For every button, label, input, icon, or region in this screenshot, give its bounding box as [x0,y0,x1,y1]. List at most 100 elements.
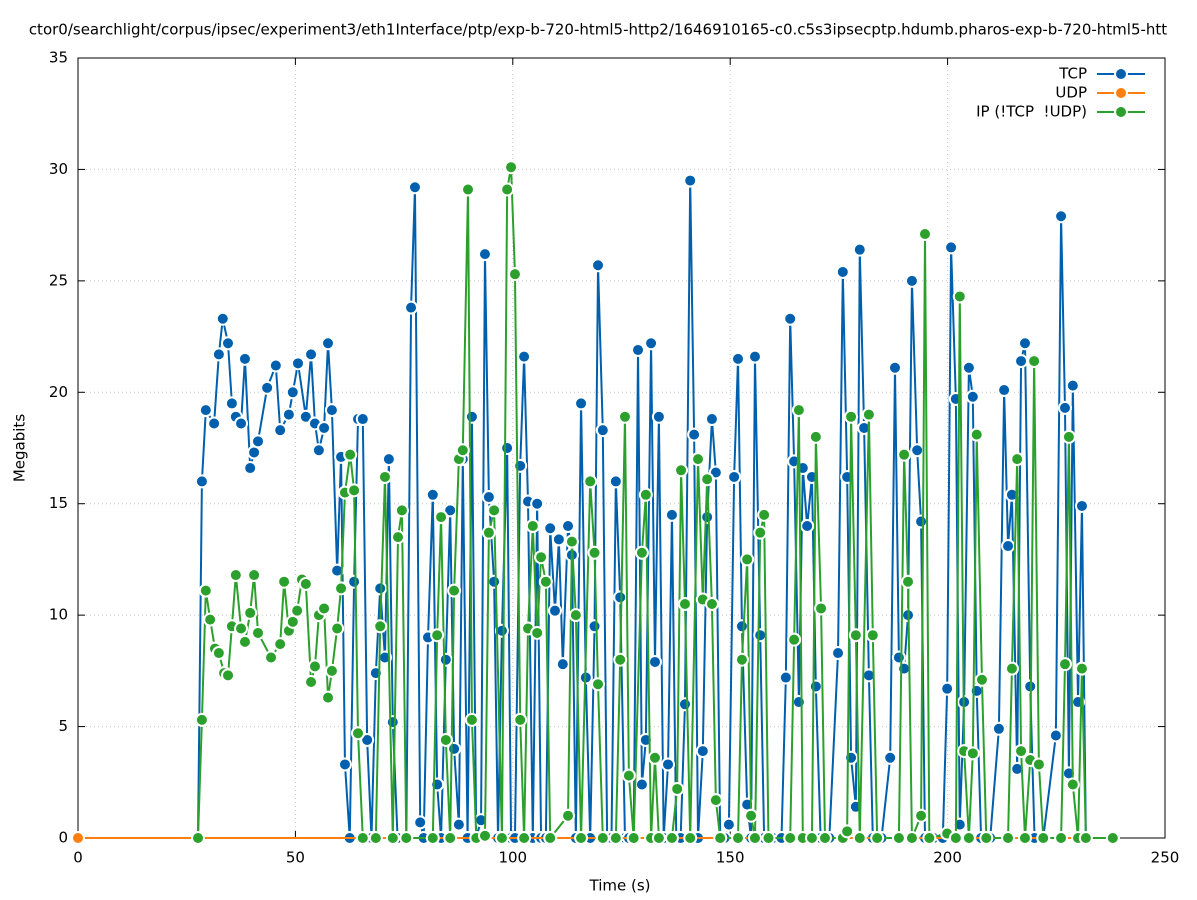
data-point [1074,661,1089,676]
data-point [443,831,458,845]
data-point [617,409,632,424]
data-point [778,670,793,685]
data-point [634,545,649,560]
data-point [343,447,358,462]
data-point [940,681,955,696]
data-point [848,628,863,643]
data-point [1105,831,1120,845]
data-point [1031,757,1046,772]
data-point [1061,429,1076,444]
data-point [808,429,823,444]
data-point [974,672,989,687]
data-point [835,264,850,279]
data-point [1017,336,1032,351]
data-point [591,258,606,273]
data-point [228,568,243,583]
data-point [194,712,209,727]
data-point [887,360,902,375]
data-point [481,490,496,505]
data-point [1054,831,1069,845]
data-point [234,621,249,636]
data-point [385,715,400,730]
data-point [321,690,336,705]
data-point [477,247,492,262]
data-point [840,824,855,839]
data-point [626,831,641,845]
data-point [1065,378,1080,393]
data-point [438,732,453,747]
data-point [677,597,692,611]
y-tick-label: 30 [49,160,68,178]
data-point [399,831,414,845]
data-point [260,380,275,395]
data-point [211,646,226,661]
data-point [243,605,258,620]
data-point [487,574,502,589]
data-point [430,628,445,643]
data-point [464,712,479,727]
data-point [507,267,522,282]
data-point [808,679,823,694]
data-point [914,808,929,823]
data-point [574,396,589,411]
data-point [791,403,806,418]
data-point [791,695,806,710]
data-point [551,532,566,547]
x-tick-label: 200 [933,849,962,867]
data-point [1057,657,1072,672]
data-point [644,336,659,351]
data-point [504,160,519,175]
data-point [555,657,570,672]
data-point [1054,209,1069,224]
data-point [517,349,532,364]
data-point [647,750,662,765]
data-point [1010,452,1025,467]
legend-swatch [1114,86,1128,100]
data-point [613,652,628,667]
data-point [965,746,980,761]
data-point [664,831,679,845]
data-point [734,652,749,667]
data-point [1036,831,1051,845]
data-point [547,603,562,618]
data-point [268,358,283,373]
data-point [891,650,906,665]
data-point [321,336,336,351]
data-point [534,550,549,565]
data-point [513,712,528,727]
data-point [324,663,339,678]
data-point [543,831,558,845]
data-point [897,447,912,462]
data-point [721,817,736,832]
y-tick-label: 0 [58,829,68,847]
data-point [487,503,502,518]
data-point [661,757,676,772]
data-point [747,349,762,364]
data-point [330,621,345,636]
data-point [587,619,602,634]
data-point [434,510,449,525]
data-point [447,583,462,598]
data-point [1057,400,1072,415]
data-point [334,581,349,596]
data-point [683,173,698,188]
data-point [347,483,362,498]
data-point [683,831,698,845]
data-point [381,452,396,467]
data-point [304,675,319,689]
data-point [969,427,984,442]
data-point [734,619,749,634]
data-point [517,831,532,845]
data-point [391,530,406,545]
x-tick-label: 250 [1151,849,1180,867]
data-point [561,519,576,533]
data-point [494,623,509,638]
data-point [961,831,976,845]
data-point [638,487,653,502]
data-point [404,300,419,315]
data-point [783,831,798,845]
data-point [561,808,576,823]
data-point [221,668,236,683]
data-point [337,757,352,772]
data-point [1017,831,1032,845]
